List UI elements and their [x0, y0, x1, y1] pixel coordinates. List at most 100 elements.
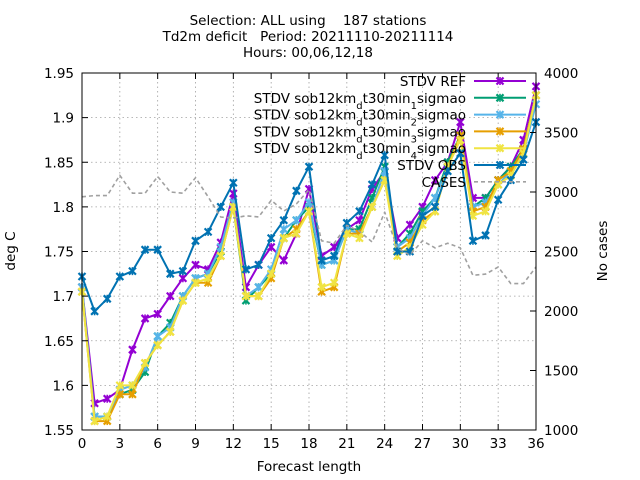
legend-label-part: STDV sob12km	[254, 108, 357, 124]
data-point	[317, 256, 326, 265]
legend-label-part: sigmao	[417, 91, 466, 107]
data-point	[317, 282, 326, 292]
legend-entry: STDV sob12kmdt30min1sigmao	[254, 91, 526, 111]
legend-label-part: 1	[411, 100, 417, 111]
legend-entry: STDV sob12kmdt30min4sigmao	[254, 141, 526, 162]
legend-label: CASES	[422, 175, 466, 191]
data-point	[495, 160, 505, 170]
data-point	[329, 278, 339, 288]
x-tick-label: 3	[116, 436, 125, 452]
data-point	[481, 207, 490, 216]
data-point	[495, 143, 505, 153]
data-point	[128, 390, 137, 399]
legend-entry: STDV OBS	[397, 158, 526, 174]
data-point	[279, 233, 289, 243]
legend-label: STDV sob12kmdt30min4sigmao	[254, 141, 466, 162]
y-axis-label: deg C	[3, 231, 19, 270]
data-point	[178, 296, 188, 305]
data-point	[216, 251, 226, 261]
y2-tick-label: 2000	[544, 304, 578, 320]
data-point	[153, 340, 162, 350]
y2-tick-label: 1500	[544, 364, 578, 380]
data-point	[443, 166, 453, 176]
series-line	[81, 174, 537, 285]
data-point	[405, 220, 415, 230]
data-point	[495, 127, 505, 136]
data-point	[241, 265, 251, 274]
data-point	[191, 278, 200, 288]
legend-label-part: STDV sob12km	[254, 141, 357, 157]
legend-label-part: sigmao	[417, 141, 466, 157]
data-point	[254, 260, 263, 270]
data-point	[329, 251, 339, 261]
data-point	[456, 135, 465, 145]
data-point	[418, 211, 427, 221]
x-tick-label: 18	[300, 436, 317, 452]
data-point	[266, 269, 276, 279]
legend-label: STDV sob12kmdt30min2sigmao	[254, 108, 466, 129]
legend-label-part: STDV OBS	[397, 158, 466, 174]
series-layer	[77, 82, 541, 426]
legend-label-part: t30min	[363, 124, 411, 140]
chart-title-line-1: Selection: ALL using 187 stations	[190, 13, 427, 29]
legend-label-part: 3	[411, 134, 417, 145]
y-tick-label: 1.7	[53, 289, 74, 305]
data-point	[254, 282, 263, 292]
data-point	[229, 178, 238, 188]
legend-label-part: t30min	[363, 141, 411, 157]
y-tick-label: 1.6	[53, 378, 74, 394]
data-point	[519, 155, 528, 164]
data-point	[367, 202, 377, 212]
data-point	[367, 180, 377, 189]
y-tick-label: 1.65	[44, 334, 74, 350]
legend-label-part: d	[356, 117, 362, 128]
y2-tick-label: 4000	[544, 66, 578, 82]
data-point	[178, 266, 188, 276]
y-tick-label: 1.9	[53, 111, 74, 127]
legend-label-part: sigmao	[417, 108, 466, 124]
data-point	[191, 236, 200, 246]
legend-label-part: STDV REF	[400, 74, 466, 90]
y2-axis-label: No cases	[595, 221, 611, 282]
data-point	[153, 245, 162, 254]
y2-tick-label: 1000	[544, 423, 578, 439]
legend-label-part: STDV sob12km	[254, 124, 357, 140]
data-point	[115, 272, 125, 281]
data-point	[493, 195, 503, 205]
y-tick-label: 1.55	[44, 423, 74, 439]
x-tick-label: 6	[153, 436, 162, 452]
legend-label: STDV OBS	[397, 158, 466, 174]
data-point	[191, 260, 200, 270]
data-point	[165, 327, 175, 337]
data-point	[279, 224, 289, 234]
x-axis-label: Forecast length	[257, 459, 361, 475]
y2-tick-label: 3000	[544, 185, 578, 201]
y-tick-label: 1.75	[44, 245, 74, 261]
data-point	[165, 291, 175, 301]
legend-label-part: 2	[411, 117, 417, 128]
data-point	[140, 245, 150, 254]
data-point	[241, 291, 251, 301]
data-point	[304, 162, 314, 171]
data-point	[102, 294, 112, 304]
x-tick-label: 0	[78, 436, 87, 452]
legend-label-part: 4	[411, 151, 417, 162]
data-point	[178, 273, 188, 283]
x-tick-label: 24	[376, 436, 393, 452]
data-point	[279, 256, 289, 265]
y-tick-label: 1.95	[44, 66, 74, 82]
series-5	[77, 117, 541, 316]
legend-label-part: d	[356, 100, 362, 111]
legend-label: STDV REF	[400, 74, 466, 90]
x-tick-label: 9	[191, 436, 200, 452]
legend-label-part: t30min	[363, 108, 411, 124]
chart-title-line-2: Td2m deficit Period: 20211110-20211114	[162, 29, 454, 45]
legend-label-part: STDV sob12km	[254, 91, 357, 107]
data-point	[355, 233, 364, 243]
data-point	[102, 412, 112, 421]
data-point	[495, 76, 505, 86]
data-point	[355, 207, 364, 216]
data-point	[254, 291, 263, 301]
